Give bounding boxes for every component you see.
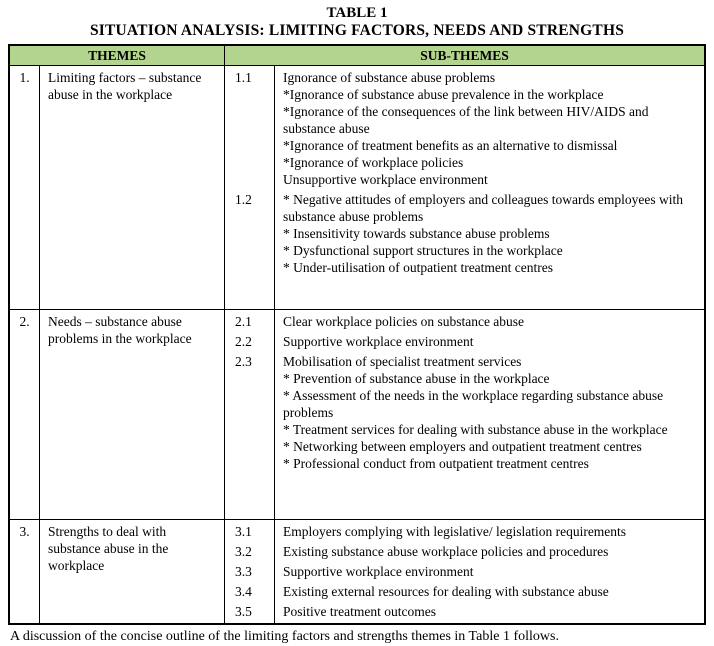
- subtheme-group: Supportive workplace environment: [275, 330, 704, 350]
- subtheme-item: * Networking between employers and outpa…: [283, 439, 642, 454]
- subtheme-group: Supportive workplace environment: [275, 560, 704, 580]
- subtheme-group: Positive treatment outcomes: [275, 600, 704, 620]
- subtheme-item: Employers complying with legislative/ le…: [283, 524, 627, 539]
- subtheme-area: 2.1 Clear workplace policies on substanc…: [225, 310, 704, 519]
- subthemes-column-header: SUB-THEMES: [420, 48, 509, 63]
- subtheme-number: 3.4: [225, 580, 275, 600]
- subtheme-item: * Prevention of substance abuse in the w…: [283, 371, 550, 386]
- subtheme-number: 3.3: [225, 560, 275, 580]
- theme-number: 1.: [10, 66, 40, 309]
- themes-column-header: THEMES: [10, 46, 225, 65]
- table-row-limiting-factors: 1. Limiting factors – substance abuse in…: [10, 66, 704, 310]
- subtheme-item: * Under-utilisation of outpatient treatm…: [283, 260, 554, 275]
- subtheme-number: 3.5: [225, 600, 275, 620]
- subtheme-group: Existing external resources for dealing …: [275, 580, 704, 600]
- theme-number: 2.: [10, 310, 40, 519]
- subtheme-item: *Ignorance of the consequences of the li…: [283, 104, 649, 136]
- subtheme-item: Ignorance of substance abuse problems: [283, 70, 496, 85]
- subtheme-area: 1.1 Ignorance of substance abuse problem…: [225, 66, 704, 309]
- subtheme-number: 3.2: [225, 540, 275, 560]
- subtheme-number-filler: [225, 472, 275, 519]
- page-title: TABLE 1: [326, 5, 388, 21]
- theme-cell: Strengths to deal with substance abuse i…: [40, 520, 225, 623]
- subtheme-number-filler: [225, 276, 275, 309]
- subtheme-filler: [275, 472, 704, 519]
- subtheme-item: * Assessment of the needs in the workpla…: [283, 388, 664, 420]
- subtheme-number: 1.1: [225, 66, 275, 188]
- table-caption: TABLE 1 SITUATION ANALYSIS: LIMITING FAC…: [0, 5, 714, 40]
- subtheme-item: Existing external resources for dealing …: [283, 584, 609, 599]
- table-row-needs: 2. Needs – substance abuse problems in t…: [10, 310, 704, 520]
- subtheme-group: * Negative attitudes of employers and co…: [275, 188, 704, 276]
- subtheme-item: Mobilisation of specialist treatment ser…: [283, 354, 522, 369]
- table-header-row: THEMES SUB-THEMES: [10, 46, 704, 66]
- situation-analysis-table: THEMES SUB-THEMES 1. Limiting factors – …: [8, 44, 706, 625]
- subtheme-item: Clear workplace policies on substance ab…: [283, 314, 525, 329]
- subtheme-number-filler: [225, 620, 275, 623]
- subtheme-group: Ignorance of substance abuse problems *I…: [275, 66, 704, 188]
- subtheme-item: *Ignorance of workplace policies: [283, 155, 464, 170]
- subtheme-item: * Negative attitudes of employers and co…: [283, 192, 684, 224]
- subtheme-number: 2.3: [225, 350, 275, 472]
- subtheme-item: *Ignorance of treatment benefits as an a…: [283, 138, 618, 153]
- subtheme-group: Existing substance abuse workplace polic…: [275, 540, 704, 560]
- subtheme-filler: [275, 620, 704, 623]
- subtheme-group: Mobilisation of specialist treatment ser…: [275, 350, 704, 472]
- subtheme-area: 3.1 Employers complying with legislative…: [225, 520, 704, 623]
- table-row-strengths: 3. Strengths to deal with substance abus…: [10, 520, 704, 623]
- theme-cell: Limiting factors – substance abuse in th…: [40, 66, 225, 309]
- theme-cell: Needs – substance abuse problems in the …: [40, 310, 225, 519]
- subtheme-filler: [275, 276, 704, 309]
- subtheme-item: Positive treatment outcomes: [283, 604, 436, 619]
- footer-note: A discussion of the concise outline of t…: [10, 629, 559, 644]
- subtheme-item: Existing substance abuse workplace polic…: [283, 544, 609, 559]
- subtheme-item: Supportive workplace environment: [283, 334, 474, 349]
- subtheme-item: Supportive workplace environment: [283, 564, 474, 579]
- subtheme-group: Clear workplace policies on substance ab…: [275, 310, 704, 330]
- subtheme-item: Unsupportive workplace environment: [283, 172, 488, 187]
- subtheme-number: 3.1: [225, 520, 275, 540]
- subtheme-item: * Professional conduct from outpatient t…: [283, 456, 589, 471]
- subtheme-number: 2.1: [225, 310, 275, 330]
- subtheme-item: * Treatment services for dealing with su…: [283, 422, 668, 437]
- theme-number: 3.: [10, 520, 40, 623]
- subtheme-group: Employers complying with legislative/ le…: [275, 520, 704, 540]
- subtheme-item: * Dysfunctional support structures in th…: [283, 243, 563, 258]
- page-subtitle: SITUATION ANALYSIS: LIMITING FACTORS, NE…: [89, 22, 625, 39]
- subtheme-item: *Ignorance of substance abuse prevalence…: [283, 87, 604, 102]
- subtheme-item: * Insensitivity towards substance abuse …: [283, 226, 550, 241]
- subtheme-number: 2.2: [225, 330, 275, 350]
- subtheme-number: 1.2: [225, 188, 275, 276]
